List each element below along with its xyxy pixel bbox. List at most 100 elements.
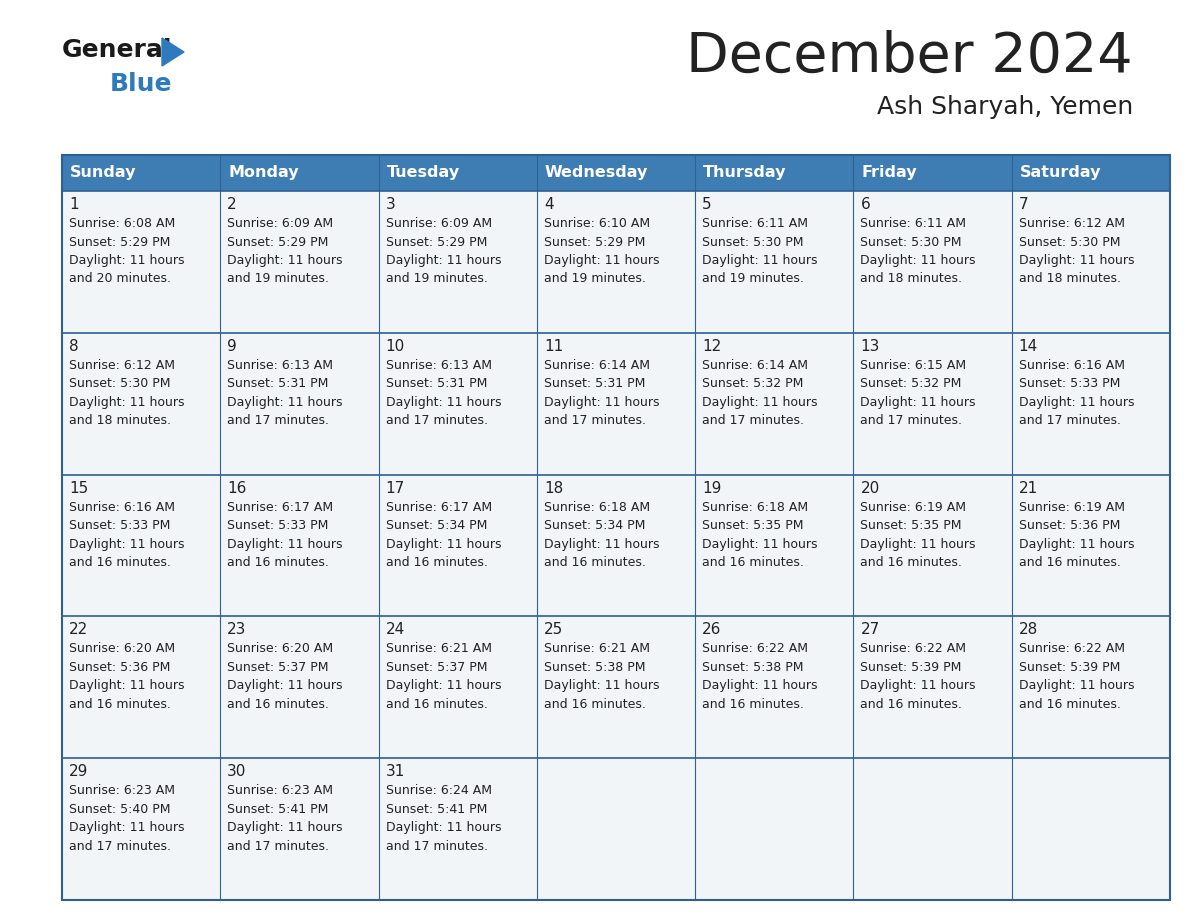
Text: Monday: Monday — [228, 165, 299, 181]
Text: Daylight: 11 hours: Daylight: 11 hours — [227, 822, 343, 834]
Text: Sunset: 5:38 PM: Sunset: 5:38 PM — [544, 661, 645, 674]
Text: Sunset: 5:30 PM: Sunset: 5:30 PM — [860, 236, 962, 249]
Text: 30: 30 — [227, 764, 247, 779]
Text: Sunset: 5:32 PM: Sunset: 5:32 PM — [860, 377, 962, 390]
Text: Sunset: 5:33 PM: Sunset: 5:33 PM — [1019, 377, 1120, 390]
Text: 12: 12 — [702, 339, 721, 353]
Polygon shape — [162, 38, 184, 66]
Text: 14: 14 — [1019, 339, 1038, 353]
Text: 28: 28 — [1019, 622, 1038, 637]
Bar — [853, 475, 1012, 616]
Text: and 19 minutes.: and 19 minutes. — [386, 273, 487, 285]
Text: Sunset: 5:34 PM: Sunset: 5:34 PM — [386, 519, 487, 532]
Text: Daylight: 11 hours: Daylight: 11 hours — [386, 822, 501, 834]
Text: and 16 minutes.: and 16 minutes. — [860, 698, 962, 711]
Text: Ash Sharyah, Yemen: Ash Sharyah, Yemen — [877, 95, 1133, 119]
Text: Sunrise: 6:19 AM: Sunrise: 6:19 AM — [860, 500, 966, 513]
Bar — [379, 616, 537, 758]
Text: Sunset: 5:30 PM: Sunset: 5:30 PM — [69, 377, 171, 390]
Text: Sunset: 5:38 PM: Sunset: 5:38 PM — [702, 661, 803, 674]
Text: Sunrise: 6:20 AM: Sunrise: 6:20 AM — [69, 643, 175, 655]
Text: Sunrise: 6:18 AM: Sunrise: 6:18 AM — [544, 500, 650, 513]
Text: Sunrise: 6:16 AM: Sunrise: 6:16 AM — [1019, 359, 1125, 372]
Text: Daylight: 11 hours: Daylight: 11 hours — [227, 254, 343, 267]
Text: and 18 minutes.: and 18 minutes. — [69, 414, 171, 427]
Bar — [537, 191, 695, 333]
Bar — [62, 191, 220, 333]
Text: Sunrise: 6:17 AM: Sunrise: 6:17 AM — [386, 500, 492, 513]
Text: 16: 16 — [227, 481, 247, 496]
Text: and 16 minutes.: and 16 minutes. — [69, 556, 171, 569]
Text: Sunset: 5:39 PM: Sunset: 5:39 PM — [1019, 661, 1120, 674]
Text: Daylight: 11 hours: Daylight: 11 hours — [860, 538, 975, 551]
Bar — [62, 475, 220, 616]
Text: Sunrise: 6:22 AM: Sunrise: 6:22 AM — [860, 643, 966, 655]
Text: Sunset: 5:39 PM: Sunset: 5:39 PM — [860, 661, 962, 674]
Bar — [1012, 155, 1170, 191]
Text: Sunset: 5:29 PM: Sunset: 5:29 PM — [386, 236, 487, 249]
Text: and 16 minutes.: and 16 minutes. — [227, 556, 329, 569]
Text: Daylight: 11 hours: Daylight: 11 hours — [69, 822, 184, 834]
Bar — [537, 616, 695, 758]
Text: 17: 17 — [386, 481, 405, 496]
Text: and 16 minutes.: and 16 minutes. — [544, 556, 646, 569]
Text: Sunrise: 6:16 AM: Sunrise: 6:16 AM — [69, 500, 175, 513]
Text: Sunrise: 6:21 AM: Sunrise: 6:21 AM — [386, 643, 492, 655]
Text: Tuesday: Tuesday — [386, 165, 460, 181]
Text: Sunrise: 6:22 AM: Sunrise: 6:22 AM — [702, 643, 808, 655]
Text: Thursday: Thursday — [703, 165, 786, 181]
Bar — [537, 155, 695, 191]
Bar — [537, 333, 695, 475]
Text: Sunset: 5:41 PM: Sunset: 5:41 PM — [386, 802, 487, 816]
Text: Daylight: 11 hours: Daylight: 11 hours — [860, 254, 975, 267]
Text: Daylight: 11 hours: Daylight: 11 hours — [702, 254, 817, 267]
Text: and 17 minutes.: and 17 minutes. — [544, 414, 646, 427]
Text: 21: 21 — [1019, 481, 1038, 496]
Text: and 17 minutes.: and 17 minutes. — [227, 414, 329, 427]
Text: Sunrise: 6:24 AM: Sunrise: 6:24 AM — [386, 784, 492, 797]
Text: Daylight: 11 hours: Daylight: 11 hours — [69, 254, 184, 267]
Text: 4: 4 — [544, 197, 554, 212]
Text: Sunset: 5:37 PM: Sunset: 5:37 PM — [386, 661, 487, 674]
Text: and 19 minutes.: and 19 minutes. — [227, 273, 329, 285]
Text: 3: 3 — [386, 197, 396, 212]
Bar — [695, 191, 853, 333]
Text: Daylight: 11 hours: Daylight: 11 hours — [1019, 679, 1135, 692]
Text: Daylight: 11 hours: Daylight: 11 hours — [702, 396, 817, 409]
Bar — [1012, 191, 1170, 333]
Text: Sunrise: 6:14 AM: Sunrise: 6:14 AM — [702, 359, 808, 372]
Bar — [537, 758, 695, 900]
Text: and 16 minutes.: and 16 minutes. — [860, 556, 962, 569]
Text: Sunset: 5:31 PM: Sunset: 5:31 PM — [544, 377, 645, 390]
Text: and 20 minutes.: and 20 minutes. — [69, 273, 171, 285]
Text: and 17 minutes.: and 17 minutes. — [860, 414, 962, 427]
Bar — [1012, 475, 1170, 616]
Text: Sunrise: 6:21 AM: Sunrise: 6:21 AM — [544, 643, 650, 655]
Bar — [695, 475, 853, 616]
Text: and 17 minutes.: and 17 minutes. — [227, 840, 329, 853]
Text: Sunrise: 6:19 AM: Sunrise: 6:19 AM — [1019, 500, 1125, 513]
Text: Daylight: 11 hours: Daylight: 11 hours — [860, 679, 975, 692]
Bar — [62, 616, 220, 758]
Text: Sunrise: 6:09 AM: Sunrise: 6:09 AM — [386, 217, 492, 230]
Text: 10: 10 — [386, 339, 405, 353]
Text: 24: 24 — [386, 622, 405, 637]
Bar — [62, 155, 1170, 900]
Text: Sunrise: 6:12 AM: Sunrise: 6:12 AM — [1019, 217, 1125, 230]
Bar — [695, 333, 853, 475]
Text: Daylight: 11 hours: Daylight: 11 hours — [1019, 396, 1135, 409]
Text: and 16 minutes.: and 16 minutes. — [1019, 556, 1120, 569]
Text: Sunset: 5:33 PM: Sunset: 5:33 PM — [69, 519, 170, 532]
Text: General: General — [62, 38, 172, 62]
Text: Sunrise: 6:13 AM: Sunrise: 6:13 AM — [386, 359, 492, 372]
Text: and 16 minutes.: and 16 minutes. — [69, 698, 171, 711]
Text: and 16 minutes.: and 16 minutes. — [702, 698, 804, 711]
Bar — [379, 475, 537, 616]
Text: and 17 minutes.: and 17 minutes. — [386, 414, 487, 427]
Text: Sunset: 5:37 PM: Sunset: 5:37 PM — [227, 661, 329, 674]
Text: 25: 25 — [544, 622, 563, 637]
Text: Sunday: Sunday — [70, 165, 137, 181]
Text: Sunrise: 6:09 AM: Sunrise: 6:09 AM — [227, 217, 334, 230]
Bar — [853, 333, 1012, 475]
Text: 15: 15 — [69, 481, 88, 496]
